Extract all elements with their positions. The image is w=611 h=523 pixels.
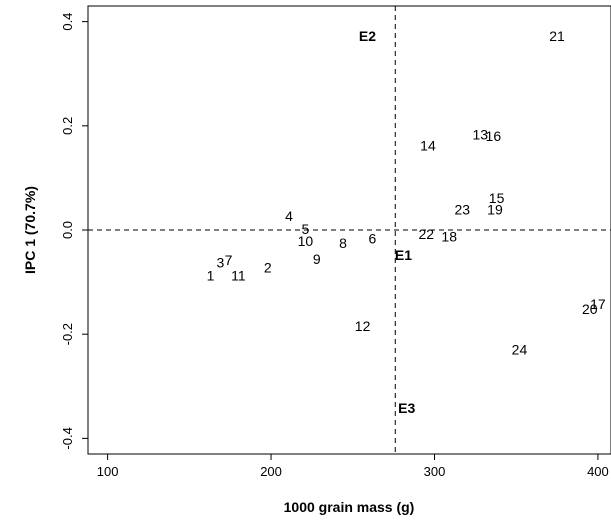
point-label: 16 [486,128,502,144]
point-label: 21 [549,28,565,44]
environment-label: E1 [395,247,412,263]
point-label: 17 [590,296,606,312]
point-label: 11 [231,267,246,283]
point-label: 18 [441,228,457,244]
point-label: 6 [368,230,376,246]
x-tick-label: 200 [260,464,282,479]
point-label: 3 [216,254,224,270]
x-tick-label: 400 [587,464,609,479]
point-label: 8 [339,235,347,251]
environment-label: E2 [359,28,376,44]
point-label: 14 [420,138,436,154]
y-tick-label: -0.2 [60,323,75,345]
point-label: 19 [487,202,503,218]
y-tick-label: 0.0 [60,221,75,239]
axes: 100 200 300 400 -0.4 -0.2 0.0 0.2 0.4 [60,13,609,479]
point-label: 7 [225,252,233,268]
y-tick-label: 0.4 [60,13,75,31]
point-label: 4 [285,208,293,224]
point-label: 24 [512,341,528,357]
point-label: 22 [419,226,435,242]
y-tick-label: 0.2 [60,117,75,135]
point-label: 12 [355,318,371,334]
point-label: 1 [207,267,215,283]
point-label: 10 [298,233,314,249]
x-tick-label: 100 [97,464,119,479]
point-label: 9 [313,251,321,267]
y-axis-title: IPC 1 (70.7%) [22,186,38,274]
point-label: 20 [582,301,598,317]
environment-labels: E1 E2 E3 [359,28,416,416]
x-axis-title: 1000 grain mass (g) [284,499,415,515]
reference-lines [88,6,611,454]
point-label: 23 [454,202,470,218]
point-label: 15 [489,190,505,206]
point-label: 13 [472,127,488,143]
y-tick-label: -0.4 [60,427,75,449]
environment-label: E3 [398,400,415,416]
point-label: 5 [301,221,309,237]
x-tick-label: 300 [424,464,446,479]
point-label: 2 [264,260,272,276]
